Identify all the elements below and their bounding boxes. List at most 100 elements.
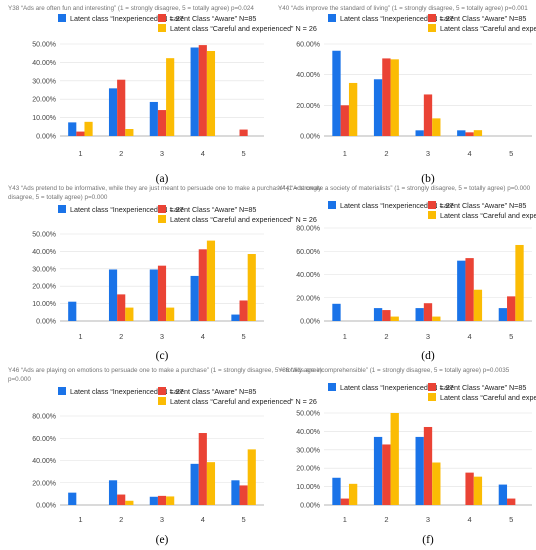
bar-careful-2 bbox=[390, 413, 399, 505]
x-tick-label: 4 bbox=[201, 149, 205, 158]
bar-aware-4 bbox=[198, 433, 207, 505]
y-tick-label: 80.00% bbox=[32, 414, 56, 421]
y-tick-label: 0.00% bbox=[36, 503, 56, 510]
bar-inexperienced-2 bbox=[108, 88, 118, 136]
y-tick-label: 0.00% bbox=[300, 134, 320, 141]
legend-swatch-careful bbox=[428, 211, 436, 219]
x-tick-label: 2 bbox=[119, 332, 123, 341]
legend-swatch-aware bbox=[428, 14, 436, 22]
bar-inexperienced-1 bbox=[68, 122, 77, 136]
bar-aware-2 bbox=[382, 58, 391, 136]
legend-swatch-careful bbox=[428, 24, 436, 32]
bar-inexperienced-5 bbox=[231, 314, 240, 321]
bar-inexperienced-3 bbox=[149, 101, 158, 136]
chart-panel-d: Y44 “Ads create a society of materialist… bbox=[278, 185, 536, 362]
y-tick-label: 20.00% bbox=[32, 284, 56, 291]
bar-aware-1 bbox=[76, 131, 85, 136]
bar-careful-2 bbox=[125, 500, 134, 505]
x-tick-label: 1 bbox=[78, 332, 82, 341]
bar-aware-2 bbox=[382, 310, 391, 321]
bar-careful-1 bbox=[348, 82, 358, 136]
panel-caption: (b) bbox=[421, 173, 435, 185]
bar-aware-5 bbox=[507, 498, 516, 505]
x-tick-label: 4 bbox=[201, 515, 205, 524]
chart-title-line: Y44 “Ads create a society of materialist… bbox=[278, 185, 531, 192]
chart-title-line: disagree, 5 = totally agree) p=0.000 bbox=[8, 194, 108, 201]
legend-label-careful: Latent class “Careful and experienced” N… bbox=[170, 24, 317, 33]
bar-inexperienced-4 bbox=[190, 47, 199, 136]
bar-inexperienced-1 bbox=[68, 301, 77, 321]
x-tick-label: 2 bbox=[119, 515, 123, 524]
x-tick-label: 2 bbox=[384, 515, 388, 524]
x-tick-label: 1 bbox=[78, 515, 82, 524]
bar-careful-3 bbox=[432, 316, 441, 321]
bar-careful-2 bbox=[390, 316, 399, 321]
x-tick-label: 1 bbox=[343, 149, 347, 158]
bar-careful-4 bbox=[473, 289, 483, 321]
x-tick-label: 5 bbox=[242, 332, 246, 341]
bar-careful-2 bbox=[125, 307, 134, 321]
y-tick-label: 0.00% bbox=[36, 134, 56, 141]
y-tick-label: 10.00% bbox=[296, 484, 320, 491]
bar-inexperienced-2 bbox=[373, 308, 383, 321]
bar-inexperienced-4 bbox=[190, 275, 199, 321]
bar-careful-4 bbox=[206, 240, 216, 321]
y-tick-label: 10.00% bbox=[32, 301, 56, 308]
legend-swatch-aware bbox=[428, 383, 436, 391]
bar-aware-3 bbox=[423, 94, 433, 136]
bar-aware-4 bbox=[198, 45, 207, 136]
legend-label-inexperienced: Latent class “Inexperienced” N = 27 bbox=[340, 201, 454, 210]
bar-inexperienced-3 bbox=[415, 436, 424, 505]
chart-title-line: Y43 “Ads pretend to be informative, whil… bbox=[8, 185, 322, 192]
bar-aware-5 bbox=[239, 300, 248, 321]
legend-label-aware: Latent Class “Aware” N=85 bbox=[170, 14, 256, 23]
bar-inexperienced-3 bbox=[149, 496, 158, 505]
x-tick-label: 2 bbox=[384, 332, 388, 341]
legend-label-inexperienced: Latent class “Inexperienced” N = 27 bbox=[340, 14, 454, 23]
chart-panel-a: Y38 “Ads are often fun and interesting” … bbox=[8, 5, 317, 185]
chart-panel-f: Y86 “Ads are incomprehensible” (1 = stro… bbox=[278, 367, 536, 546]
legend-label-aware: Latent Class “Aware” N=85 bbox=[170, 387, 256, 396]
legend-label-inexperienced: Latent class “Inexperienced” N = 27 bbox=[70, 14, 184, 23]
bar-careful-5 bbox=[247, 254, 256, 321]
legend-swatch-careful bbox=[158, 215, 166, 223]
bar-aware-3 bbox=[157, 495, 167, 505]
x-tick-label: 3 bbox=[160, 149, 164, 158]
legend-swatch-careful bbox=[158, 397, 166, 405]
bar-inexperienced-3 bbox=[149, 269, 158, 321]
bar-inexperienced-1 bbox=[68, 492, 77, 505]
x-tick-label: 5 bbox=[509, 149, 513, 158]
y-tick-label: 60.00% bbox=[296, 42, 320, 49]
chart-title: Y40 “Ads improve the standard of living”… bbox=[278, 5, 528, 12]
x-tick-label: 3 bbox=[160, 332, 164, 341]
y-tick-label: 40.00% bbox=[296, 429, 320, 436]
bar-aware-2 bbox=[117, 494, 126, 505]
bar-inexperienced-2 bbox=[373, 79, 383, 136]
legend-label-aware: Latent Class “Aware” N=85 bbox=[170, 205, 256, 214]
chart-title-line: Y86 “Ads are incomprehensible” (1 = stro… bbox=[278, 367, 510, 374]
x-tick-label: 1 bbox=[343, 515, 347, 524]
x-tick-label: 5 bbox=[509, 515, 513, 524]
bar-aware-4 bbox=[198, 249, 207, 321]
bar-inexperienced-4 bbox=[457, 130, 466, 136]
legend-swatch-inexperienced bbox=[328, 383, 336, 391]
y-tick-label: 30.00% bbox=[32, 266, 56, 273]
y-tick-label: 40.00% bbox=[32, 249, 56, 256]
bar-aware-1 bbox=[340, 105, 349, 136]
legend-label-aware: Latent Class “Aware” N=85 bbox=[440, 14, 526, 23]
legend-swatch-inexperienced bbox=[58, 205, 66, 213]
legend-swatch-aware bbox=[158, 387, 166, 395]
chart-panel-c: Y43 “Ads pretend to be informative, whil… bbox=[8, 185, 322, 362]
bar-careful-3 bbox=[432, 118, 441, 136]
bar-aware-3 bbox=[423, 303, 433, 321]
bar-careful-5 bbox=[247, 449, 256, 506]
x-tick-label: 5 bbox=[509, 332, 513, 341]
panel-caption: (d) bbox=[421, 350, 435, 362]
x-tick-label: 4 bbox=[201, 332, 205, 341]
legend-label-careful: Latent class “Careful and experienced” N… bbox=[440, 211, 536, 220]
y-tick-label: 20.00% bbox=[296, 466, 320, 473]
bar-aware-3 bbox=[157, 110, 167, 136]
bar-inexperienced-1 bbox=[332, 477, 341, 505]
legend-label-inexperienced: Latent class “Inexperienced” N = 27 bbox=[70, 387, 184, 396]
y-tick-label: 60.00% bbox=[32, 436, 56, 443]
